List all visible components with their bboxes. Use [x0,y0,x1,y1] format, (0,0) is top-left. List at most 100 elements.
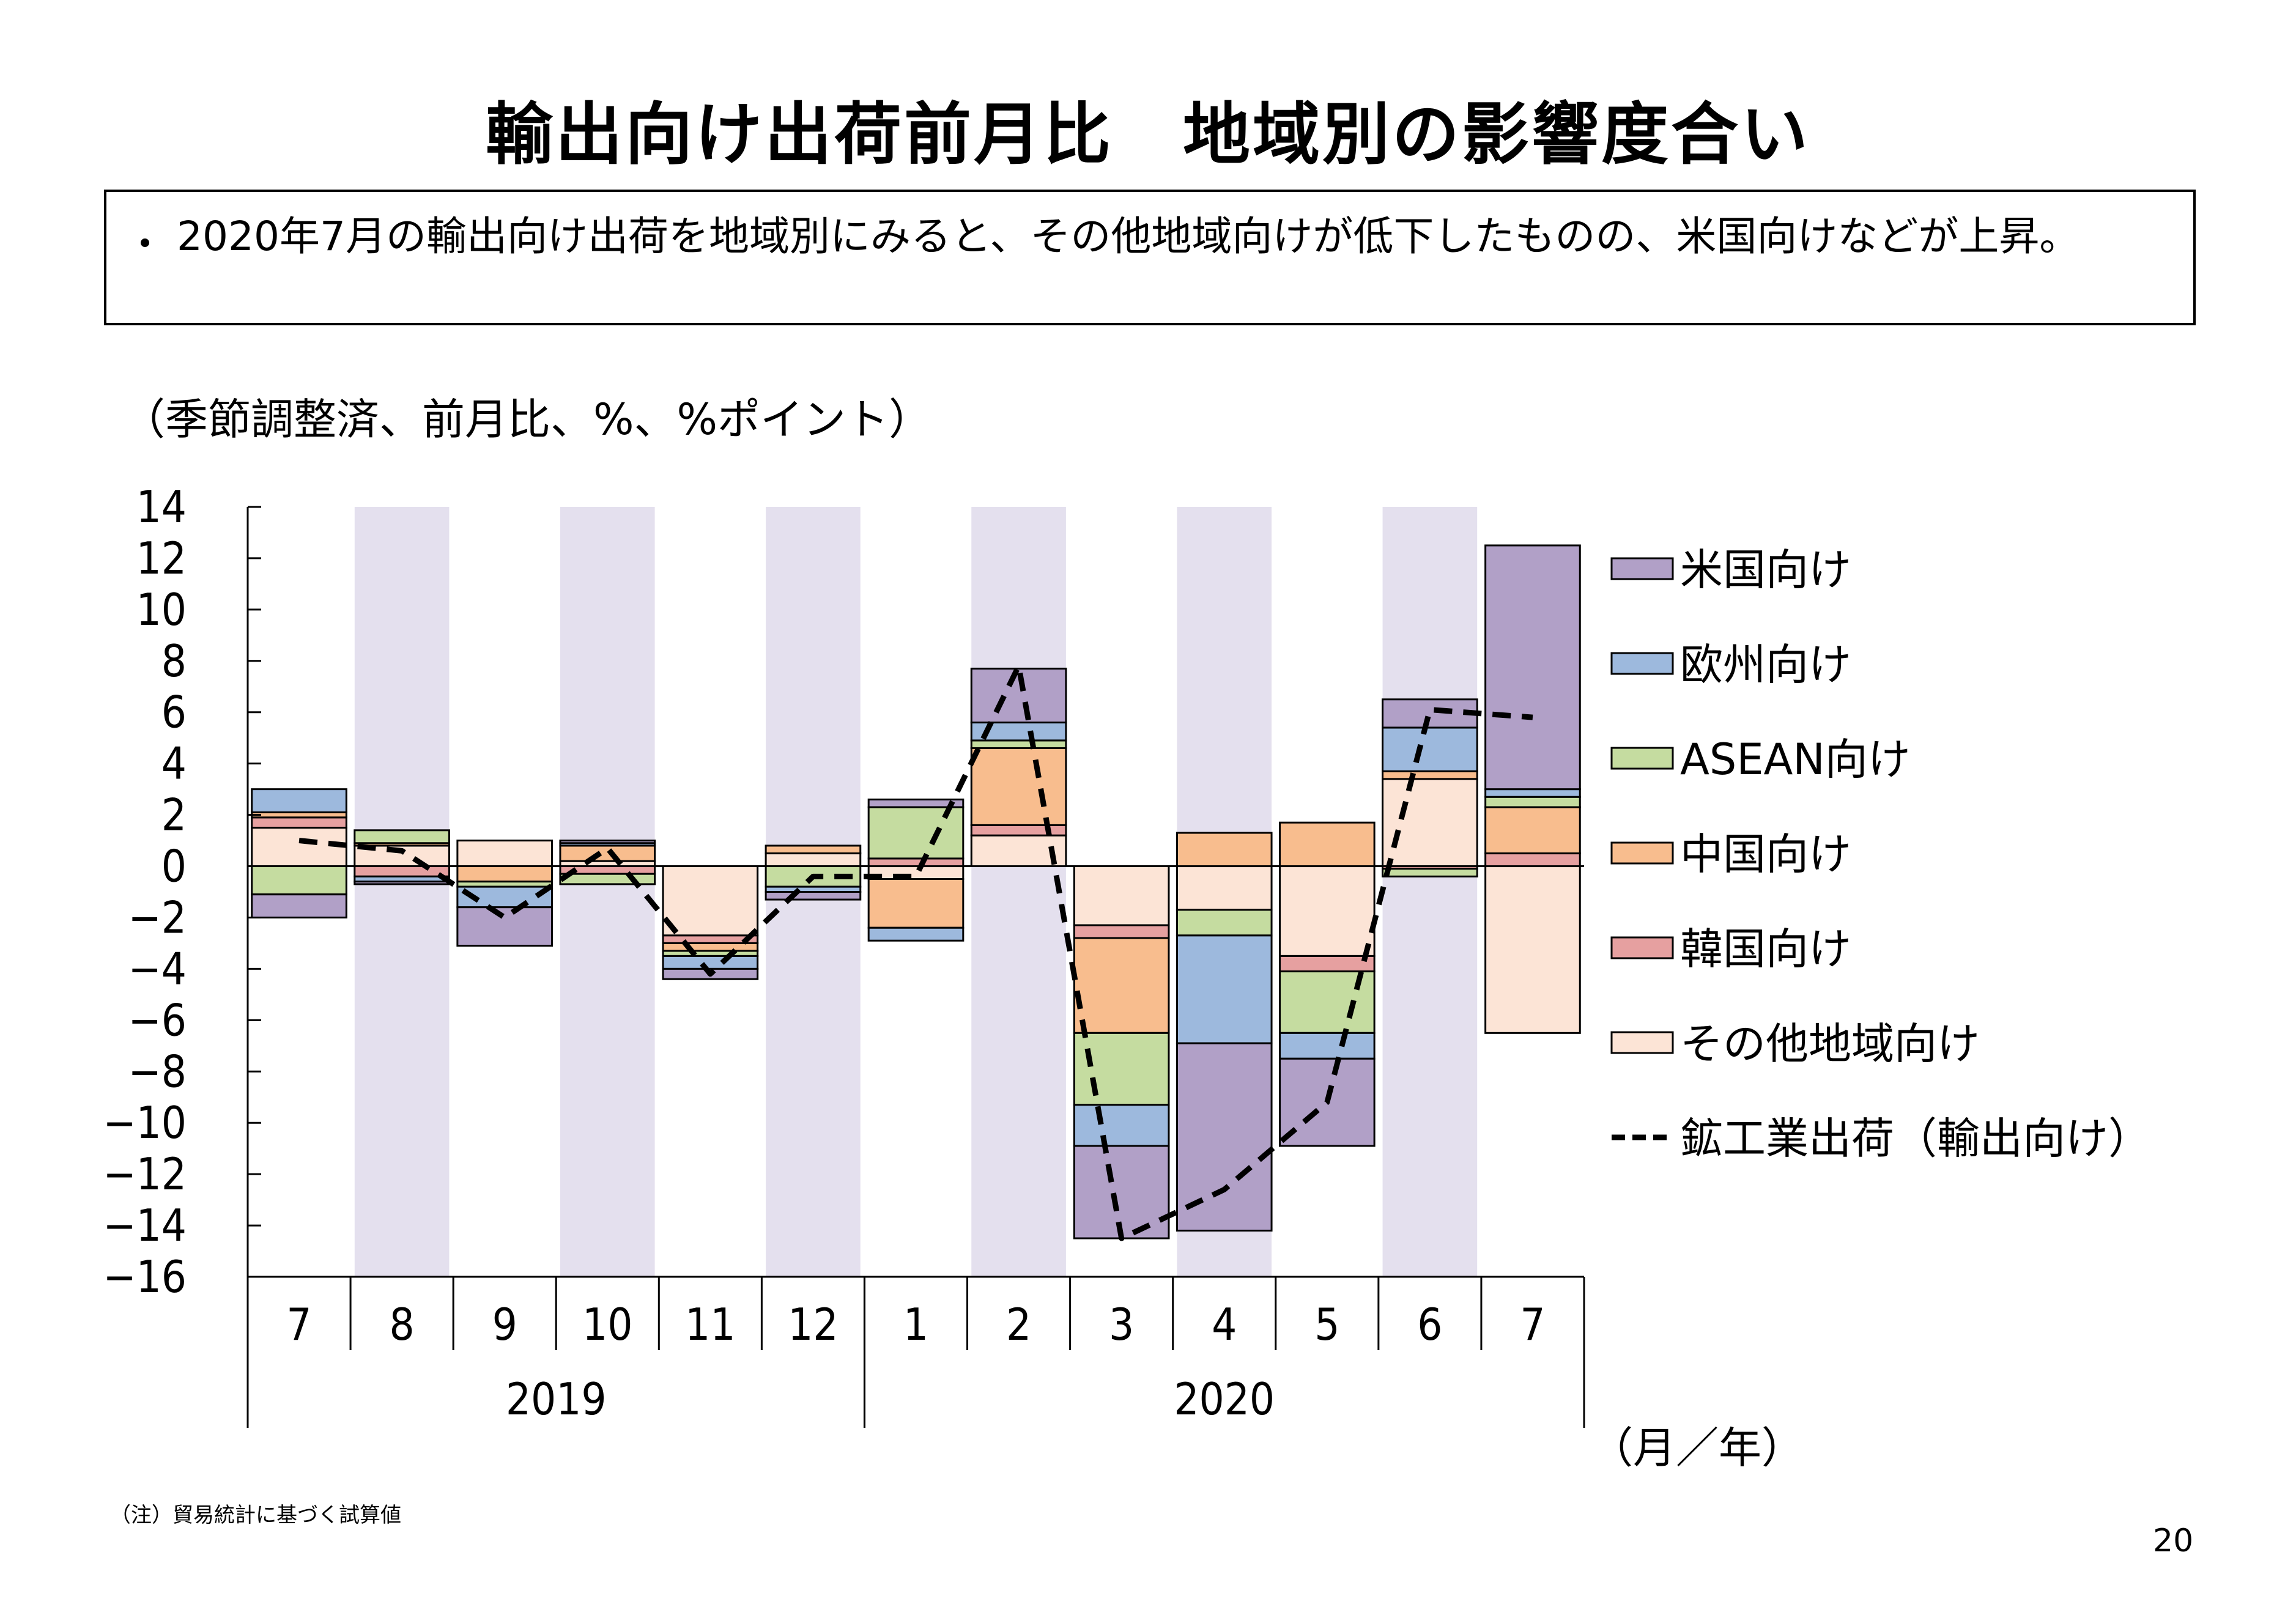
bar-segment [662,955,759,970]
bar-segment [1382,726,1478,772]
bar-segment [1278,821,1376,868]
bar-segment [251,788,347,813]
bar-segment [559,844,656,862]
bar-segment [1176,909,1273,937]
bar-segment [1176,934,1273,1044]
y-tick-label: −14 [103,1200,187,1251]
x-tick-label: 5 [1314,1299,1339,1350]
x-tick-label: 12 [788,1299,838,1350]
shaded-band [354,507,450,1277]
x-tick-label: 7 [286,1299,311,1350]
bar-segment [456,906,554,947]
bar-segment [1176,865,1273,911]
y-tick-label: −12 [103,1148,187,1200]
y-tick-label: −4 [128,943,187,994]
y-tick-label: −8 [128,1046,187,1097]
bar-segment [867,878,965,929]
footnote: （注）貿易統計に基づく試算値 [110,1503,401,1527]
y-tick-label: 4 [161,738,187,789]
mining-shipments-line [298,663,1533,1241]
x-tick-label: 8 [390,1299,415,1350]
bar-segment [1278,955,1376,973]
bar-segment [456,840,554,868]
bar-segment [970,747,1067,826]
bar-segment [765,891,862,901]
bar-segment [867,865,965,881]
y-tick-label: 10 [136,584,187,635]
bar-segment [1484,852,1581,868]
y-tick-label: 8 [161,635,187,687]
y-tick-label: 6 [161,687,187,738]
x-tick-label: 1 [903,1299,928,1350]
legend-label: 米国向け [1680,545,1851,595]
bar-segment [354,865,450,877]
legend-swatch [1610,936,1674,959]
chart-unit-note: （季節調整済、前月比、%、%ポイント） [122,394,932,445]
legend-label: 鉱工業出荷（輸出向け） [1680,1114,2151,1164]
bar-segment [1073,1104,1170,1147]
bar-segment [1382,868,1478,877]
bar-segment [456,865,554,883]
y-tick-label: −10 [103,1097,187,1148]
bar-segment [1484,865,1581,1034]
bar-segment [1382,770,1478,780]
bar-segment [970,824,1067,837]
year-label: 2019 [506,1373,607,1425]
bar-segment [1382,778,1478,868]
legend-swatch [1610,652,1674,675]
x-tick-label: 6 [1417,1299,1442,1350]
legend-swatch [1610,841,1674,865]
page-number: 20 [2153,1523,2194,1559]
shaded-band [971,507,1066,1277]
bar-segment [1176,1042,1273,1232]
bar-segment [662,942,759,952]
bar-segment [354,881,450,885]
bar-segment [867,926,965,942]
bar-segment [251,816,347,829]
bar-segment [251,865,347,896]
y-tick-label: 12 [136,533,187,584]
legend-label: ASEAN向け [1680,734,1911,785]
x-tick-label: 2 [1006,1299,1031,1350]
y-tick-label: −6 [128,994,187,1046]
year-label: 2020 [1174,1373,1275,1425]
bar-segment [1278,865,1376,957]
legend-swatch [1610,557,1674,580]
bar-segment [251,893,347,918]
legend-swatch [1610,747,1674,770]
x-tick-label: 11 [685,1299,735,1350]
legend-label: 中国向け [1680,829,1851,879]
bar-segment [559,873,656,885]
bar-segment [1484,544,1581,791]
bar-segment [1073,924,1170,939]
x-tick-label: 7 [1520,1299,1545,1350]
bar-segment [1382,698,1478,729]
summary-box: ・ 2020年7月の輸出向け出荷を地域別にみると、その他地域向けが低下したものの… [104,190,2196,325]
bar-segment [867,857,965,868]
bar-segment [559,840,656,844]
bar-segment [1073,1032,1170,1106]
bar-segment [765,852,862,868]
y-tick-label: −16 [103,1251,187,1302]
bar-segment [662,865,759,937]
x-tick-label: 9 [492,1299,517,1350]
bar-segment [251,827,347,868]
bar-segment [1484,788,1581,798]
bar-segment [1484,806,1581,855]
x-tick-label: 4 [1212,1299,1237,1350]
bar-segment [354,829,450,844]
bar-segment [1484,796,1581,808]
x-tick-label: 10 [582,1299,632,1350]
bar-segment [1073,937,1170,1034]
bar-segment [765,844,862,855]
bar-segment [970,739,1067,749]
legend-label: 韓国向け [1680,924,1851,974]
summary-bullet: ・ [125,221,165,268]
y-tick-label: −2 [128,892,187,943]
shaded-band [560,507,655,1277]
y-tick-label: 0 [161,841,187,892]
shaded-band [1382,507,1478,1277]
legend-swatch [1610,1031,1674,1054]
y-tick-label: 14 [136,481,187,533]
